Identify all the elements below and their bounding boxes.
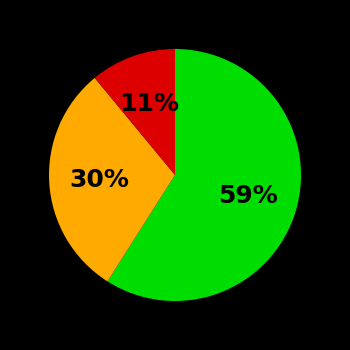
Wedge shape <box>95 49 175 175</box>
Text: 59%: 59% <box>218 184 278 208</box>
Wedge shape <box>49 78 175 281</box>
Wedge shape <box>107 49 301 301</box>
Text: 30%: 30% <box>70 168 130 192</box>
Text: 11%: 11% <box>119 92 180 116</box>
